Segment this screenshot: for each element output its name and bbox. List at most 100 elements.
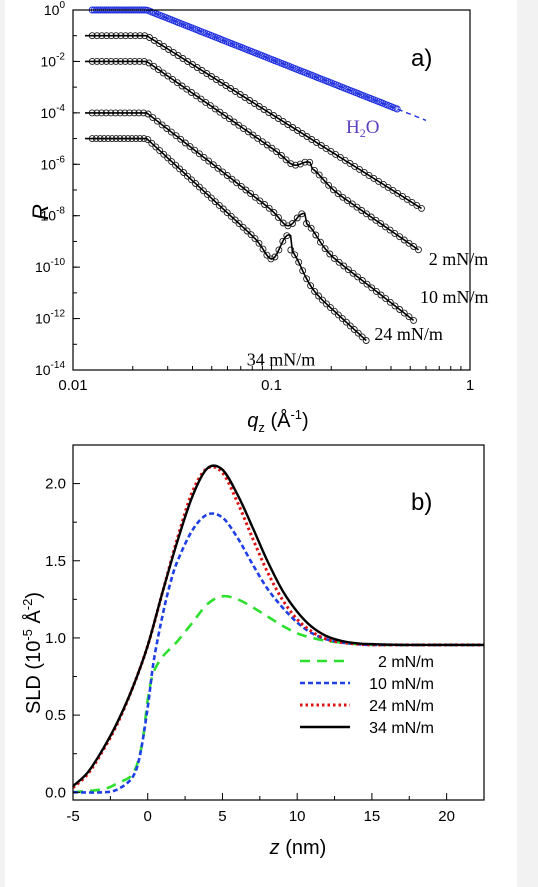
data-point [159, 69, 167, 77]
data-point [227, 212, 235, 220]
sld-series-line-3 [72, 464, 484, 787]
data-point [240, 125, 247, 133]
data-point [389, 186, 397, 194]
data-point [221, 112, 229, 119]
data-point [282, 156, 290, 164]
data-point [247, 190, 255, 198]
panel-label-b: b) [411, 489, 432, 516]
data-point [268, 144, 276, 152]
data-point [408, 198, 416, 206]
data-point [263, 141, 271, 149]
model-line [85, 137, 367, 342]
sld-x-label-symbol: z [269, 837, 280, 859]
data-point [334, 311, 342, 319]
data-point [172, 132, 180, 140]
data-point [181, 139, 189, 147]
data-point [247, 231, 255, 239]
data-point [164, 154, 172, 162]
data-point [208, 73, 215, 80]
sld-x-tick-label: 15 [364, 808, 381, 825]
data-point [400, 309, 408, 317]
data-point [284, 121, 292, 128]
sld-x-tick-label: 10 [289, 808, 306, 825]
x-tick-label: 0.1 [261, 377, 282, 394]
sld-y-tick-label: 2.0 [45, 476, 66, 493]
data-point [156, 147, 164, 155]
data-point [145, 59, 153, 67]
data-point [322, 144, 330, 152]
data-point [321, 245, 329, 253]
data-point [275, 246, 283, 254]
sld-y-label-exp2: -2 [20, 599, 35, 611]
data-point [254, 134, 262, 142]
data-point [326, 250, 334, 258]
data-point [212, 76, 220, 83]
pressure-label: 10 mN/m [420, 287, 489, 307]
data-point [335, 258, 343, 266]
data-point [191, 146, 199, 154]
sld-ticks: -5 0 5 10 15 20 0.0 0.5 1.0 1.5 2.0 [45, 476, 455, 825]
data-point [154, 66, 162, 74]
data-point [279, 118, 287, 125]
data-point [150, 37, 158, 44]
data-point [149, 114, 157, 122]
data-point [168, 158, 176, 166]
data-point [158, 121, 166, 129]
data-point [315, 171, 323, 179]
data-point [219, 168, 227, 176]
data-point [223, 209, 231, 217]
data-point [317, 238, 324, 246]
data-point [293, 214, 301, 222]
data-point [205, 157, 213, 165]
model-line [85, 34, 422, 210]
data-point [242, 186, 250, 194]
data-point [348, 200, 356, 208]
data-point [405, 313, 413, 321]
data-point [410, 243, 418, 250]
data-point [358, 207, 366, 214]
data-point [235, 220, 243, 228]
data-point [394, 189, 402, 197]
sld-y-axis-label: SLD (10-5 Å-2) [20, 592, 45, 714]
data-point [358, 333, 366, 341]
data-point [150, 62, 158, 70]
data-point [391, 229, 399, 237]
data-point [289, 220, 296, 227]
data-point [354, 329, 362, 337]
data-point [251, 100, 258, 107]
data-point [273, 148, 281, 156]
data-point [327, 304, 334, 312]
data-point [167, 128, 175, 136]
data-point [160, 43, 168, 50]
reflectivity-ticks: 0.01 0.1 1 100 10-2 10-4 10-6 10-8 10-10 10-12 10-… [35, 0, 474, 394]
data-point [271, 253, 279, 261]
reflectivity-series-layer [85, 6, 427, 344]
data-point [342, 318, 350, 326]
data-point [153, 117, 161, 125]
data-point [184, 58, 192, 65]
data-point [258, 138, 266, 146]
data-point [349, 269, 357, 277]
y-tick-label: 10-6 [41, 154, 66, 172]
data-point [172, 161, 180, 169]
data-point [330, 254, 338, 262]
data-point [287, 160, 295, 168]
data-point [206, 102, 214, 110]
data-point [307, 224, 315, 232]
data-point [188, 176, 195, 184]
pressure-label: 34 mN/m [247, 349, 316, 369]
data-point [246, 97, 254, 104]
data-point [334, 190, 342, 198]
data-point [338, 315, 346, 323]
data-point [174, 52, 182, 59]
data-point [195, 183, 203, 191]
model-line [85, 112, 415, 322]
sld-x-tick-label: 0 [144, 808, 152, 825]
data-point [381, 223, 389, 231]
data-point [363, 280, 371, 288]
data-point [386, 298, 394, 306]
data-point [231, 216, 239, 224]
data-point [311, 287, 319, 295]
sld-x-tick-label: 20 [438, 808, 455, 825]
data-point [199, 187, 207, 195]
